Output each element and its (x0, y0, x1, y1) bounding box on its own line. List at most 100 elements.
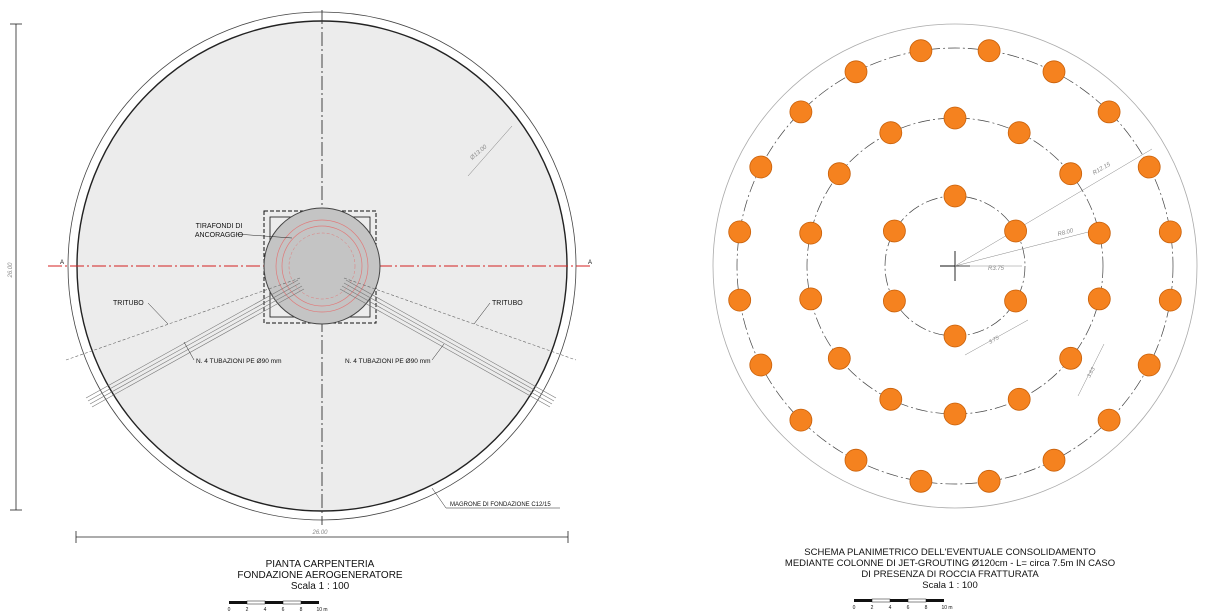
jet-grouting-column (827, 162, 851, 186)
section-mark-right: A (588, 260, 592, 266)
pipe-bundle-right (339, 279, 557, 408)
left-scale-label: Scala 1 : 100 (290, 581, 350, 592)
jet-grouting-column (827, 346, 851, 370)
right-scale-label: Scala 1 : 100 (922, 580, 978, 591)
jet-grouting-column (749, 353, 773, 377)
radius-leader-outer (954, 148, 1153, 267)
pipes-label-left: N. 4 TUBAZIONI PE Ø90 mm (196, 358, 281, 365)
jet-grouting-column (1097, 408, 1121, 432)
radius-mid-label: R8.00 (1057, 228, 1075, 238)
scalebar-tick: 10 m (316, 607, 327, 613)
jet-grouting-column (844, 60, 868, 84)
right-caption-line1: SCHEMA PLANIMETRICO DELL'EVENTUALE CONSO… (804, 547, 1096, 558)
jet-grouting-column (728, 220, 752, 244)
jet-grouting-column (977, 39, 1001, 63)
magrone-label: MAGRONE DI FONDAZIONE C12/15 (450, 502, 551, 508)
jet-grouting-ring-outer (736, 47, 1174, 485)
foundation-outline-right (712, 23, 1198, 509)
jet-grouting-column (883, 219, 906, 243)
dimension-vertical-label: 26.00 (8, 262, 14, 279)
anchor-label-line2: ANCORAGGIO (195, 232, 244, 239)
scalebar-tick: 2 (871, 605, 874, 611)
anchor-cage (288, 232, 356, 300)
diameter-leader (467, 125, 513, 177)
scalebar-tick: 0 (853, 605, 856, 611)
anchor-bolt-ring-outer (275, 219, 369, 313)
right-consolidation-plan: R12.15 R8.00 R3.75 3.75 3.63 0 2 4 6 8 1… (712, 23, 1198, 611)
jet-grouting-column (879, 121, 903, 145)
tritubo-label-right: TRITUBO (492, 300, 523, 307)
jet-grouting-column (977, 469, 1001, 493)
scalebar-tick: 6 (282, 607, 285, 613)
scalebar-tick: 4 (889, 605, 892, 611)
pipes-label-right: N. 4 TUBAZIONI PE Ø90 mm (345, 358, 430, 365)
jet-grouting-column (879, 387, 903, 411)
jet-grouting-column (844, 448, 868, 472)
jet-grouting-column (1007, 387, 1031, 411)
pipes-leader-right (431, 343, 445, 361)
scalebar-tick: 2 (246, 607, 249, 613)
radius-inner-label: R3.75 (988, 266, 1005, 272)
scalebar-tick: 4 (264, 607, 267, 613)
left-caption-line2: FONDAZIONE AEROGENERATORE (237, 570, 403, 581)
spacing-inner-label: 3.75 (988, 335, 1001, 346)
jet-grouting-column (1087, 287, 1111, 311)
jet-grouting-column (1087, 221, 1111, 245)
jet-grouting-column (1042, 448, 1066, 472)
spacing-dimension-outer (1077, 343, 1105, 397)
right-plan-caption: SCHEMA PLANIMETRICO DELL'EVENTUALE CONSO… (740, 547, 1160, 591)
jet-grouting-column (1158, 220, 1182, 244)
tritubo-leader-left (147, 302, 169, 325)
jet-grouting-column (943, 184, 967, 208)
jet-grouting-column (749, 155, 773, 179)
spacing-dimension-inner (964, 319, 1029, 356)
left-plan-caption: PIANTA CARPENTERIA FONDAZIONE AEROGENERA… (180, 559, 460, 592)
left-caption-line1: PIANTA CARPENTERIA (265, 559, 375, 570)
scalebar-tick: 8 (925, 605, 928, 611)
anchor-label-line1: TIRAFONDI DI (196, 223, 243, 230)
tritubo-label-left: TRITUBO (113, 300, 144, 307)
left-foundation-plan: 26.00 A A TIRAFONDI DI ANCORAGGIO TRITUB… (8, 10, 592, 613)
scalebar-tick: 8 (300, 607, 303, 613)
jet-grouting-column (1059, 162, 1083, 186)
jet-grouting-column (1059, 346, 1083, 370)
scalebar-tick: 6 (907, 605, 910, 611)
magrone-leader (431, 487, 447, 509)
jet-grouting-column (789, 100, 813, 124)
jet-grouting-column (909, 39, 933, 63)
radius-leader-mid (954, 227, 1105, 267)
jet-grouting-column (943, 324, 967, 348)
pipes-leader-left (183, 341, 195, 361)
jet-grouting-column (943, 402, 967, 426)
jet-grouting-column (789, 408, 813, 432)
anchor-leader (235, 233, 293, 239)
jet-grouting-column (909, 469, 933, 493)
scalebar-left: 0 2 4 6 8 10 m (228, 600, 328, 613)
scalebar-right: 0 2 4 6 8 10 m (853, 598, 953, 611)
right-caption-line3: DI PRESENZA DI ROCCIA FRATTURATA (861, 569, 1039, 580)
tritubo-line-right (343, 277, 577, 361)
pipe-bundle-left (85, 279, 305, 408)
jet-grouting-column (1097, 100, 1121, 124)
section-mark-left: A (60, 260, 64, 266)
jet-grouting-columns (728, 39, 1182, 493)
pedestal-circle (263, 207, 381, 325)
jet-grouting-column (883, 289, 906, 313)
jet-grouting-column (1007, 121, 1031, 145)
anchor-bolt-ring-inner (281, 225, 363, 307)
jet-grouting-column (799, 221, 823, 245)
scalebar-tick: 10 m (941, 605, 952, 611)
dimension-horizontal-label: 26.00 (311, 530, 328, 536)
jet-grouting-column (1004, 289, 1027, 313)
jet-grouting-column (1137, 353, 1161, 377)
jet-grouting-column (1137, 155, 1161, 179)
jet-grouting-ring-middle (806, 117, 1104, 415)
jet-grouting-column (1004, 219, 1027, 243)
jet-grouting-column (1158, 288, 1182, 312)
scalebar-tick: 0 (228, 607, 231, 613)
jet-grouting-column (943, 106, 967, 130)
jet-grouting-column (1042, 60, 1066, 84)
spacing-outer-label: 3.63 (1086, 366, 1097, 379)
tritubo-line-left (65, 277, 301, 361)
